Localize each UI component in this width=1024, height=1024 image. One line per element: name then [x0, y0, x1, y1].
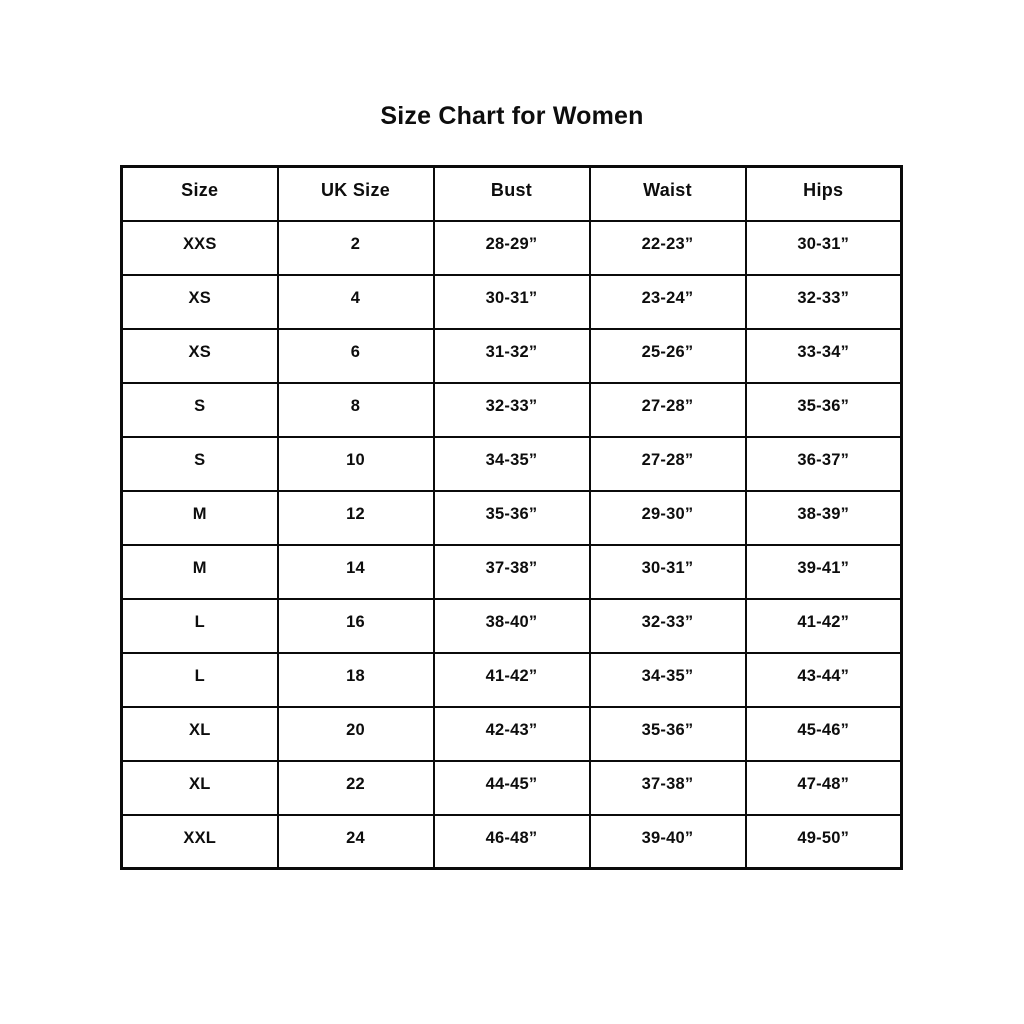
- cell-uk-size: 16: [276, 597, 435, 654]
- cell-size: L: [120, 597, 279, 654]
- table-row: XS 4 30-31” 23-24” 32-33”: [120, 273, 903, 330]
- cell-bust: 41-42”: [432, 651, 591, 708]
- cell-hips: 32-33”: [744, 273, 903, 330]
- table-row: XXS 2 28-29” 22-23” 30-31”: [120, 219, 903, 276]
- cell-hips: 36-37”: [744, 435, 903, 492]
- cell-bust: 35-36”: [432, 489, 591, 546]
- cell-uk-size: 14: [276, 543, 435, 600]
- cell-bust: 34-35”: [432, 435, 591, 492]
- cell-waist: 35-36”: [588, 705, 747, 762]
- cell-waist: 27-28”: [588, 435, 747, 492]
- cell-hips: 47-48”: [744, 759, 903, 816]
- cell-uk-size: 12: [276, 489, 435, 546]
- cell-waist: 27-28”: [588, 381, 747, 438]
- cell-bust: 28-29”: [432, 219, 591, 276]
- cell-hips: 35-36”: [744, 381, 903, 438]
- cell-bust: 31-32”: [432, 327, 591, 384]
- cell-bust: 44-45”: [432, 759, 591, 816]
- cell-waist: 23-24”: [588, 273, 747, 330]
- cell-uk-size: 18: [276, 651, 435, 708]
- cell-size: S: [120, 381, 279, 438]
- size-chart-table: Size UK Size Bust Waist Hips XXS 2 28-29…: [120, 165, 903, 870]
- cell-uk-size: 24: [276, 813, 435, 870]
- table-row: XS 6 31-32” 25-26” 33-34”: [120, 327, 903, 384]
- cell-waist: 25-26”: [588, 327, 747, 384]
- cell-bust: 30-31”: [432, 273, 591, 330]
- table-body: XXS 2 28-29” 22-23” 30-31” XS 4 30-31” 2…: [120, 219, 903, 870]
- cell-bust: 37-38”: [432, 543, 591, 600]
- cell-size: M: [120, 543, 279, 600]
- column-header-size: Size: [120, 165, 279, 222]
- cell-uk-size: 20: [276, 705, 435, 762]
- cell-uk-size: 10: [276, 435, 435, 492]
- table-row: XXL 24 46-48” 39-40” 49-50”: [120, 813, 903, 870]
- cell-bust: 42-43”: [432, 705, 591, 762]
- column-header-uk-size: UK Size: [276, 165, 435, 222]
- cell-waist: 39-40”: [588, 813, 747, 870]
- cell-uk-size: 8: [276, 381, 435, 438]
- cell-hips: 38-39”: [744, 489, 903, 546]
- cell-waist: 37-38”: [588, 759, 747, 816]
- table-header: Size UK Size Bust Waist Hips: [120, 165, 903, 222]
- cell-size: S: [120, 435, 279, 492]
- cell-size: XXL: [120, 813, 279, 870]
- table-row: M 12 35-36” 29-30” 38-39”: [120, 489, 903, 546]
- table-row: L 16 38-40” 32-33” 41-42”: [120, 597, 903, 654]
- table-row: M 14 37-38” 30-31” 39-41”: [120, 543, 903, 600]
- cell-waist: 34-35”: [588, 651, 747, 708]
- cell-waist: 22-23”: [588, 219, 747, 276]
- cell-hips: 43-44”: [744, 651, 903, 708]
- cell-size: L: [120, 651, 279, 708]
- table-row: S 10 34-35” 27-28” 36-37”: [120, 435, 903, 492]
- cell-hips: 39-41”: [744, 543, 903, 600]
- cell-size: XXS: [120, 219, 279, 276]
- cell-bust: 46-48”: [432, 813, 591, 870]
- table-row: L 18 41-42” 34-35” 43-44”: [120, 651, 903, 708]
- table-header-row: Size UK Size Bust Waist Hips: [120, 165, 903, 222]
- table-row: XL 22 44-45” 37-38” 47-48”: [120, 759, 903, 816]
- cell-hips: 45-46”: [744, 705, 903, 762]
- cell-waist: 30-31”: [588, 543, 747, 600]
- cell-uk-size: 4: [276, 273, 435, 330]
- page-title: Size Chart for Women: [380, 102, 644, 130]
- cell-waist: 29-30”: [588, 489, 747, 546]
- cell-size: XS: [120, 273, 279, 330]
- cell-bust: 38-40”: [432, 597, 591, 654]
- column-header-hips: Hips: [744, 165, 903, 222]
- cell-size: XL: [120, 705, 279, 762]
- column-header-waist: Waist: [588, 165, 747, 222]
- cell-hips: 33-34”: [744, 327, 903, 384]
- table-row: XL 20 42-43” 35-36” 45-46”: [120, 705, 903, 762]
- cell-uk-size: 6: [276, 327, 435, 384]
- cell-uk-size: 2: [276, 219, 435, 276]
- cell-size: XL: [120, 759, 279, 816]
- column-header-bust: Bust: [432, 165, 591, 222]
- cell-bust: 32-33”: [432, 381, 591, 438]
- cell-uk-size: 22: [276, 759, 435, 816]
- cell-hips: 49-50”: [744, 813, 903, 870]
- cell-size: XS: [120, 327, 279, 384]
- cell-hips: 41-42”: [744, 597, 903, 654]
- cell-hips: 30-31”: [744, 219, 903, 276]
- cell-size: M: [120, 489, 279, 546]
- table-row: S 8 32-33” 27-28” 35-36”: [120, 381, 903, 438]
- cell-waist: 32-33”: [588, 597, 747, 654]
